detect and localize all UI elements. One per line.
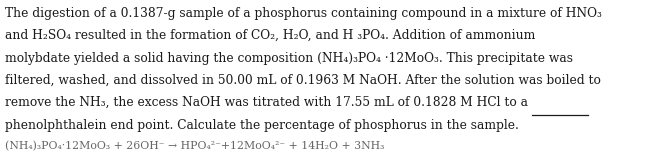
Text: (NH₄)₃PO₄·12MoO₃ + 26OH⁻ → HPO₄²⁻+12MoO₄²⁻ + 14H₂O + 3NH₃: (NH₄)₃PO₄·12MoO₃ + 26OH⁻ → HPO₄²⁻+12MoO₄… xyxy=(5,141,384,151)
Text: remove the NH₃, the excess NaOH was titrated with 17.55 mL of 0.1828: remove the NH₃, the excess NaOH was titr… xyxy=(5,96,457,109)
Text: phenolphthalein end point. Calculate the percentage of phosphorus in the sample.: phenolphthalein end point. Calculate the… xyxy=(5,119,519,132)
Text: remove the NH₃, the excess NaOH was titrated with 17.55 mL of 0.1828 M HCl to a: remove the NH₃, the excess NaOH was titr… xyxy=(5,96,528,109)
Text: molybdate yielded a solid having the composition (NH₄)₃PO₄ ·12MoO₃. This precipi: molybdate yielded a solid having the com… xyxy=(5,52,573,65)
Text: remove the NH₃, the excess NaOH was titrated with 17.55 mL of: remove the NH₃, the excess NaOH was titr… xyxy=(5,96,413,109)
Text: filtered, washed, and dissolved in 50.00 mL of 0.1963 M NaOH. After the solution: filtered, washed, and dissolved in 50.00… xyxy=(5,74,601,87)
Text: The digestion of a 0.1387-g sample of a phosphorus containing compound in a mixt: The digestion of a 0.1387-g sample of a … xyxy=(5,7,602,20)
Text: and H₂SO₄ resulted in the formation of CO₂, H₂O, and H ₃PO₄. Addition of ammoniu: and H₂SO₄ resulted in the formation of C… xyxy=(5,29,535,42)
